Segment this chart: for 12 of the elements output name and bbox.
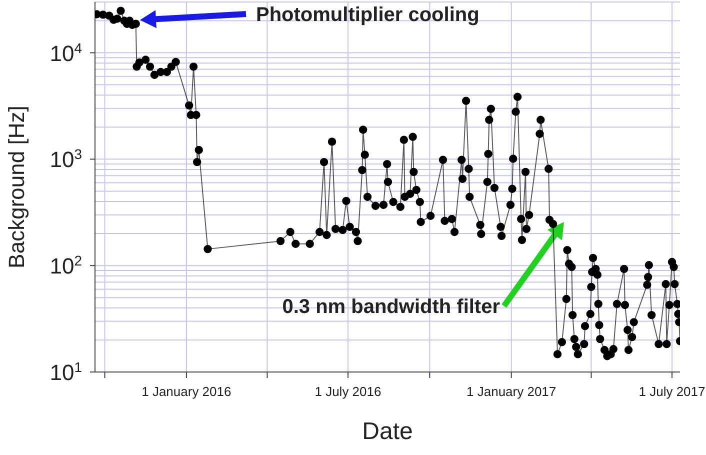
x-axis-title: Date — [362, 418, 413, 445]
y-axis-title: Background [Hz] — [4, 106, 29, 268]
y-tick-label: 10$^{4}$ — [50, 40, 82, 66]
y-tick-label: 10$^{2}$ — [50, 252, 82, 279]
annotation: 0.3 nm bandwidth filter — [282, 296, 500, 318]
x-tick-label: 1 July 2016 — [314, 384, 382, 399]
x-tick-label: 1 January 2016 — [142, 384, 232, 399]
annotation: Photomultiplier cooling — [256, 4, 480, 26]
y-tick-label: 10$^{3}$ — [50, 146, 82, 172]
x-tick-label: 1 January 2017 — [466, 384, 556, 399]
x-tick-label: 1 July 2017 — [638, 384, 706, 399]
y-tick-label: 10$^{1}$ — [50, 359, 82, 385]
